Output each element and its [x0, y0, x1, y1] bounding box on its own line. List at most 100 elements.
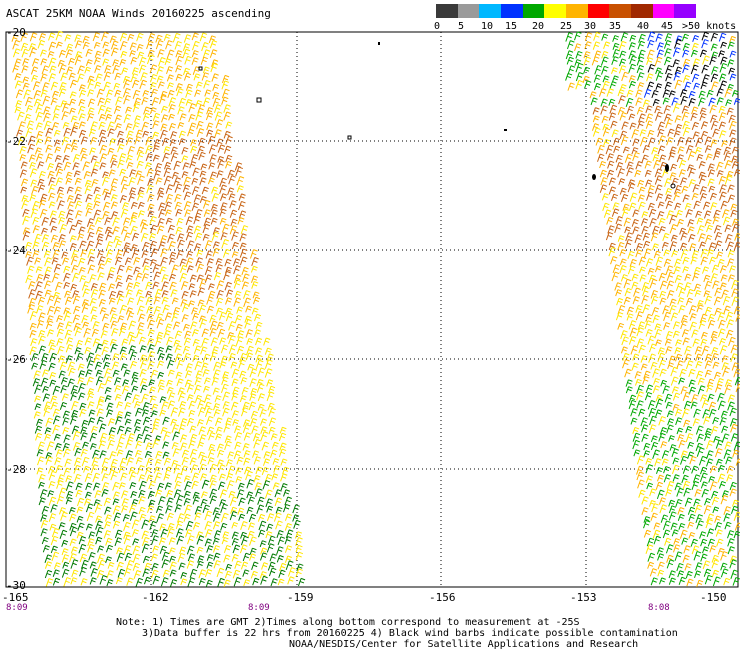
- wind-barb: [237, 507, 245, 515]
- wind-barb: [48, 513, 57, 522]
- wind-barb: [693, 408, 701, 418]
- wind-barb: [108, 297, 116, 305]
- wind-barb: [677, 513, 685, 521]
- wind-barb: [198, 569, 207, 579]
- wind-barb: [110, 40, 119, 50]
- wind-barb: [95, 217, 103, 225]
- wind-barb: [169, 555, 176, 563]
- wind-barb: [672, 457, 680, 465]
- wind-barb: [93, 209, 102, 219]
- wind-barb: [151, 535, 159, 545]
- wind-barb: [619, 50, 627, 59]
- wind-barb: [672, 102, 681, 113]
- wind-barb: [714, 240, 723, 250]
- wind-barb: [697, 377, 705, 386]
- wind-barb: [85, 491, 92, 499]
- wind-barb: [50, 401, 58, 410]
- wind-barb: [214, 129, 222, 138]
- wind-barb: [668, 570, 676, 579]
- wind-barb: [71, 249, 79, 259]
- wind-barb: [674, 258, 682, 268]
- wind-barb: [139, 219, 147, 227]
- wind-barb: [39, 489, 48, 499]
- wind-barb: [638, 408, 646, 417]
- wind-barb: [97, 97, 105, 106]
- wind-barb: [655, 256, 664, 266]
- wind-barb: [184, 504, 192, 515]
- wind-barb: [77, 65, 85, 75]
- wind-barb: [92, 32, 101, 42]
- wind-barb: [636, 64, 644, 74]
- wind-barb: [191, 32, 199, 41]
- wind-barb: [704, 353, 712, 362]
- wind-barb: [72, 430, 81, 441]
- wind-barb: [156, 75, 164, 83]
- wind-barb: [98, 289, 106, 299]
- wind-barb: [678, 287, 686, 298]
- wind-barb: [115, 240, 123, 249]
- wind-barb: [566, 56, 574, 65]
- wind-barb: [710, 120, 719, 130]
- wind-barb: [240, 521, 248, 530]
- wind-barb: [646, 81, 655, 91]
- wind-barb: [711, 81, 719, 91]
- wind-barb: [708, 401, 717, 411]
- wind-barb: [65, 171, 73, 179]
- wind-barb: [68, 72, 76, 81]
- wind-barb: [204, 265, 213, 276]
- wind-barb: [621, 336, 629, 346]
- wind-barb: [718, 112, 727, 122]
- wind-barb: [101, 339, 109, 347]
- wind-barb: [156, 192, 165, 201]
- wind-barb: [43, 120, 52, 131]
- wind-barb: [127, 297, 135, 306]
- wind-barb: [620, 193, 629, 202]
- wind-barb: [693, 550, 702, 561]
- wind-barb: [155, 177, 163, 185]
- wind-barb: [711, 559, 720, 569]
- wind-barb: [619, 112, 627, 121]
- wind-barb: [669, 241, 678, 250]
- wind-barb: [141, 121, 150, 131]
- wind-barb: [69, 553, 77, 563]
- wind-barb: [171, 312, 179, 322]
- wind-barb: [196, 535, 205, 545]
- wind-barb: [86, 352, 95, 362]
- wind-barb: [182, 43, 191, 52]
- legend-label: 35: [609, 21, 622, 32]
- wind-barb: [727, 258, 735, 267]
- wind-barb: [116, 552, 125, 563]
- wind-barb: [198, 151, 206, 161]
- wind-barb: [213, 512, 221, 522]
- wind-barb: [132, 553, 141, 563]
- wind-barb: [197, 287, 206, 297]
- wind-barb: [136, 151, 145, 161]
- wind-barb: [52, 291, 60, 300]
- wind-barb: [709, 545, 717, 553]
- wind-barb: [662, 520, 671, 530]
- wind-barb: [666, 554, 674, 563]
- wind-barb: [218, 311, 227, 321]
- wind-barb: [51, 122, 60, 131]
- wind-barb: [141, 543, 150, 554]
- wind-barb: [231, 521, 239, 529]
- wind-barb: [723, 449, 732, 459]
- wind-barb: [77, 233, 85, 241]
- wind-barb: [128, 192, 136, 203]
- wind-barb: [183, 201, 192, 211]
- wind-barb: [100, 330, 108, 339]
- wind-barb: [96, 88, 105, 98]
- wind-barb: [657, 201, 665, 209]
- wind-barb: [56, 495, 64, 505]
- wind-barb: [163, 175, 172, 186]
- wind-barb: [216, 459, 224, 467]
- wind-barb: [642, 232, 650, 241]
- wind-barb: [90, 121, 98, 131]
- wind-barb: [177, 387, 185, 396]
- wind-barb: [622, 146, 630, 154]
- wind-barb: [236, 345, 245, 355]
- wind-barb: [209, 320, 218, 330]
- wind-barb: [112, 498, 120, 506]
- wind-barb: [112, 64, 120, 74]
- wind-barb: [183, 323, 190, 331]
